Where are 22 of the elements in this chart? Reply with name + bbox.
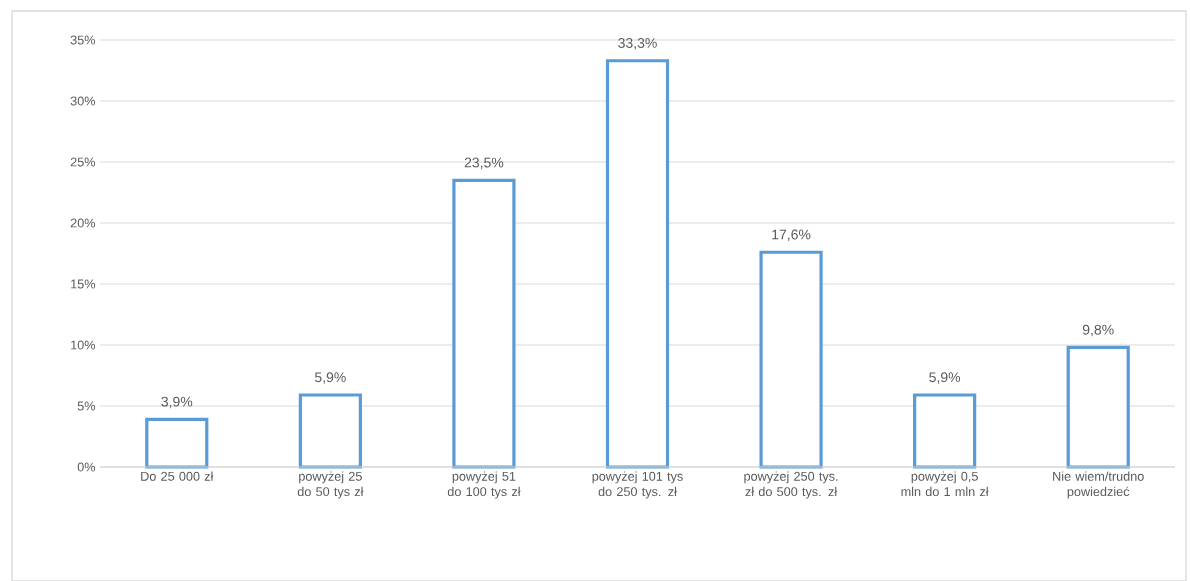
x-tick-label: Nie wiem/trudno powiedzieć bbox=[1053, 471, 1144, 499]
y-tick-label: 10% bbox=[71, 340, 96, 350]
y-tick-label: 20% bbox=[70, 218, 96, 228]
data-label: 5,9% bbox=[314, 372, 346, 384]
data-label: 33,3% bbox=[618, 38, 657, 50]
data-label: 5,9% bbox=[929, 372, 961, 384]
data-label: 23,5% bbox=[464, 157, 504, 170]
y-tick-label: 5% bbox=[77, 401, 96, 411]
x-tick-label: powyżej 101 tys do 250 tys. zł bbox=[592, 471, 683, 499]
data-label: 3,9% bbox=[161, 396, 193, 409]
data-label: 17,6% bbox=[772, 229, 811, 242]
x-tick-label: powyżej 0,5 mln do 1 mln zł bbox=[901, 471, 989, 497]
y-tick-label: 15% bbox=[71, 279, 96, 289]
x-tick-label: Do 25 000 zł bbox=[141, 471, 214, 481]
y-tick-label: 30% bbox=[70, 96, 96, 106]
data-label: 9,8% bbox=[1082, 324, 1114, 337]
y-tick-label: 25% bbox=[70, 157, 96, 167]
x-tick-label: powyżej 250 tys. zł do 500 tys. zł bbox=[744, 471, 838, 499]
y-tick-label: 35% bbox=[70, 35, 96, 45]
y-tick-label: 0% bbox=[77, 462, 96, 472]
x-tick-label: powyżej 25 do 50 tys zł bbox=[297, 471, 364, 499]
x-tick-label: powyżej 51 do 100 tys zł bbox=[447, 471, 521, 499]
